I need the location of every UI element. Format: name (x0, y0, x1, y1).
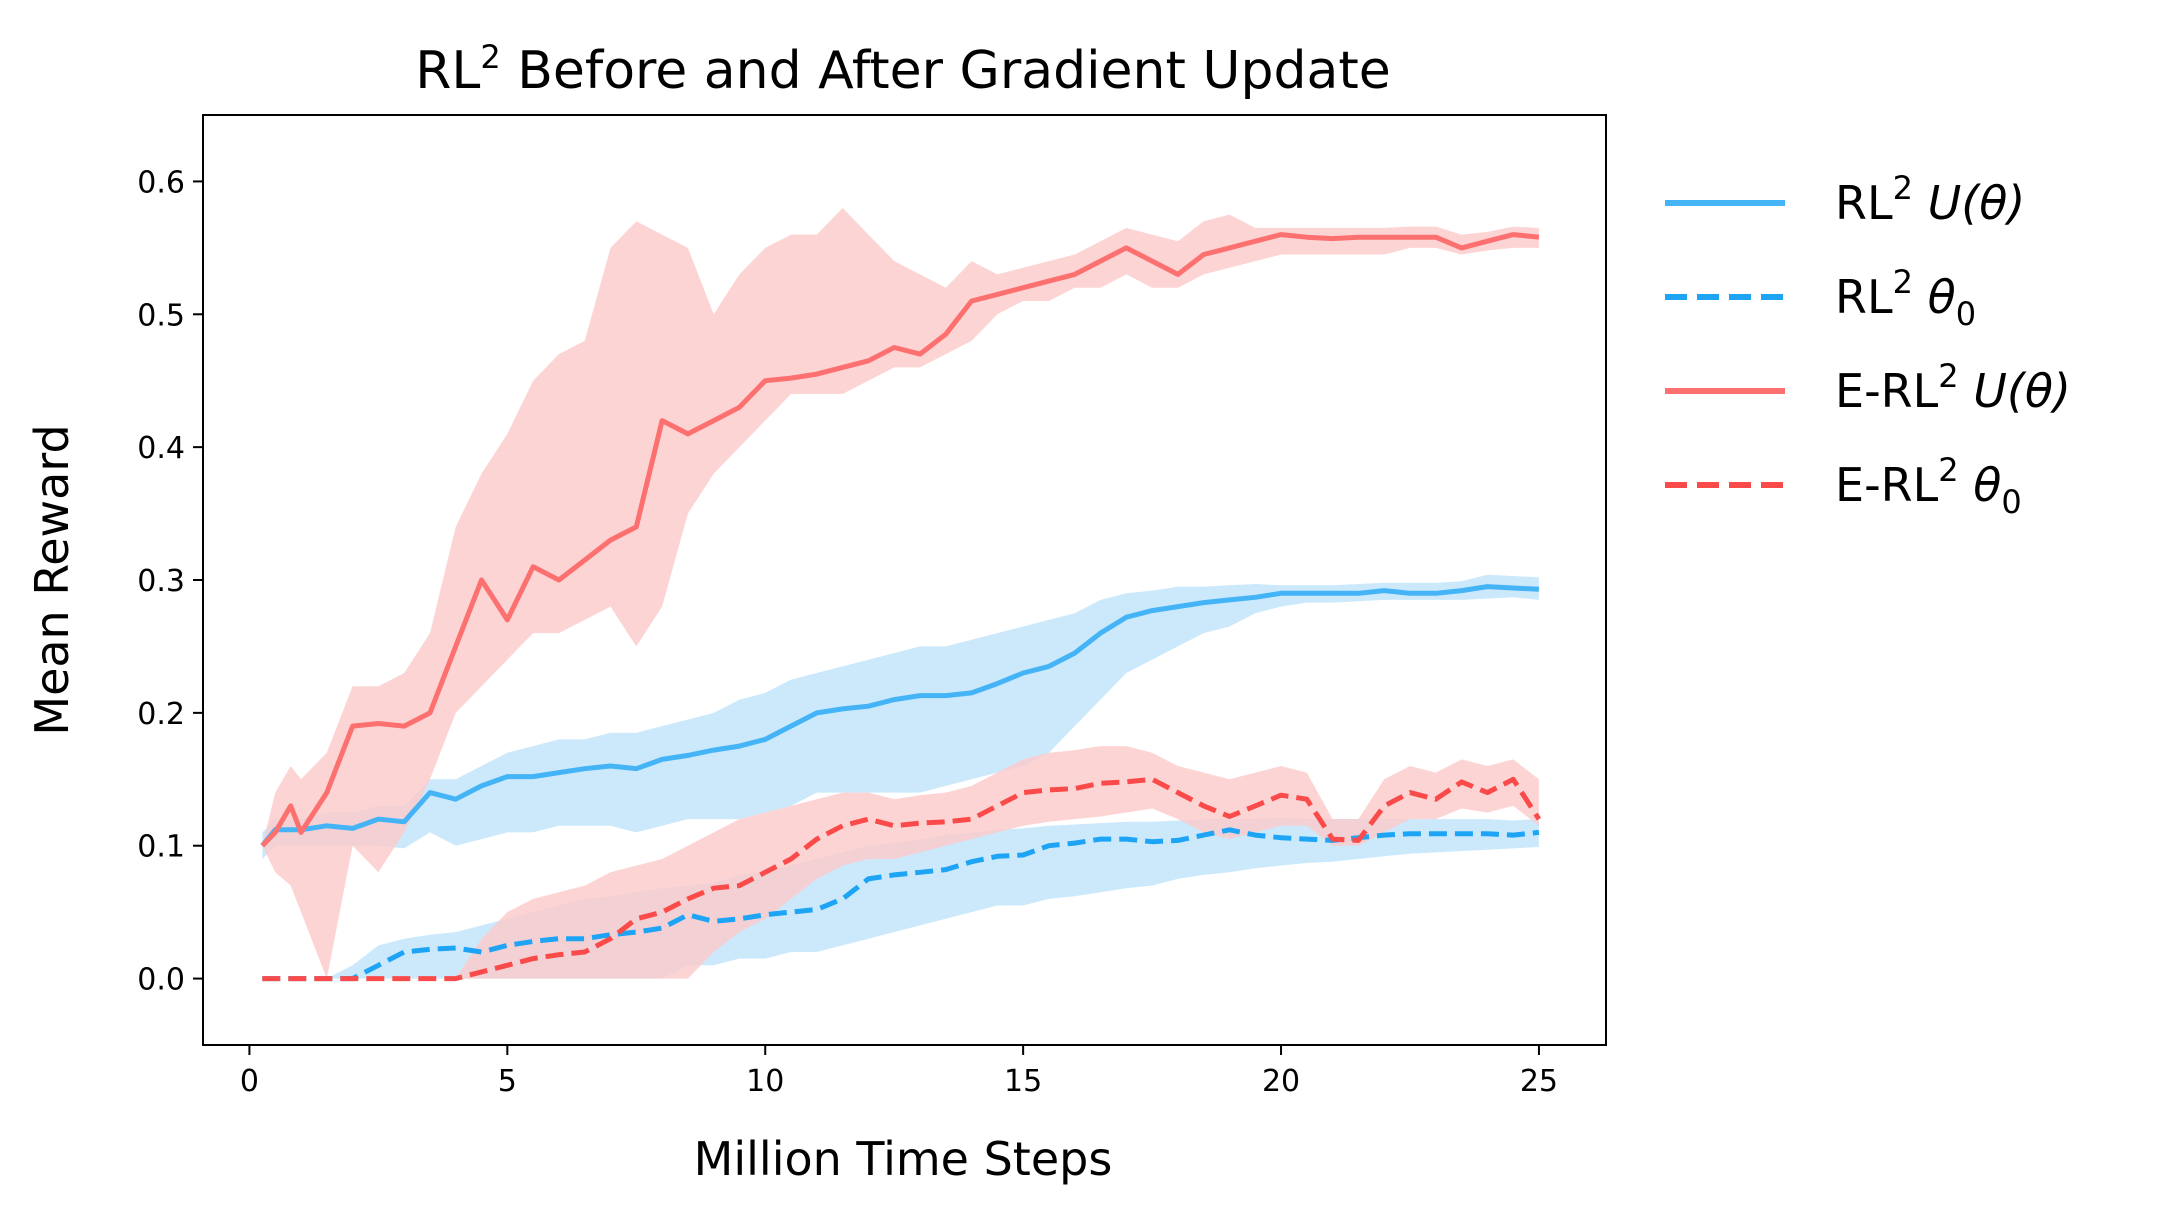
y-tick-label: 0.2 (137, 697, 185, 732)
band-erl2_theta (262, 746, 1539, 979)
line-erl2_theta (262, 776, 1542, 982)
legend: RL2 U(θ) RL2 θ0 E-RL2 U(θ) E-RL2 θ0 (1665, 169, 2071, 521)
chart-title-rest: Before and After Gradient Update (501, 41, 1391, 101)
chart-title: RL2 Before and After Gradient Update (415, 38, 1391, 101)
y-tick-label: 0.5 (137, 298, 185, 333)
series-lines (260, 232, 1542, 982)
y-tick-label: 0.6 (137, 165, 185, 200)
x-tick-label: 5 (498, 1064, 517, 1099)
line-rl2_theta (262, 827, 1540, 982)
y-axis-label: Mean Reward (25, 424, 79, 735)
line-rl2_u (260, 584, 1540, 848)
y-tick-label: 0.4 (137, 431, 185, 466)
x-tick-label: 10 (746, 1064, 784, 1099)
x-tick-label: 15 (1004, 1064, 1042, 1099)
x-tick-label: 0 (240, 1064, 259, 1099)
chart-title-main: RL (415, 41, 480, 101)
chart-title-superscript: 2 (480, 38, 500, 76)
y-axis: 0.0 0.1 0.2 0.3 0.4 0.5 0.6 (137, 165, 203, 998)
x-axis: 0 5 10 15 20 25 (240, 1045, 1558, 1099)
legend-label-rl2_u: RL2 U(θ) (1835, 169, 2025, 230)
legend-label-erl2_u: E-RL2 U(θ) (1835, 357, 2071, 418)
legend-label-rl2_theta: RL2 θ0 (1835, 263, 1976, 333)
band-erl2_u (262, 208, 1539, 979)
y-tick-label: 0.1 (137, 830, 185, 865)
line-erl2_u (260, 232, 1540, 848)
y-tick-label: 0.0 (137, 963, 185, 998)
x-axis-label: Million Time Steps (694, 1132, 1113, 1186)
y-tick-label: 0.3 (137, 564, 185, 599)
x-tick-label: 20 (1262, 1064, 1300, 1099)
legend-label-erl2_theta: E-RL2 θ0 (1835, 451, 2022, 521)
band-rl2_u (262, 574, 1539, 859)
x-tick-label: 25 (1520, 1064, 1558, 1099)
